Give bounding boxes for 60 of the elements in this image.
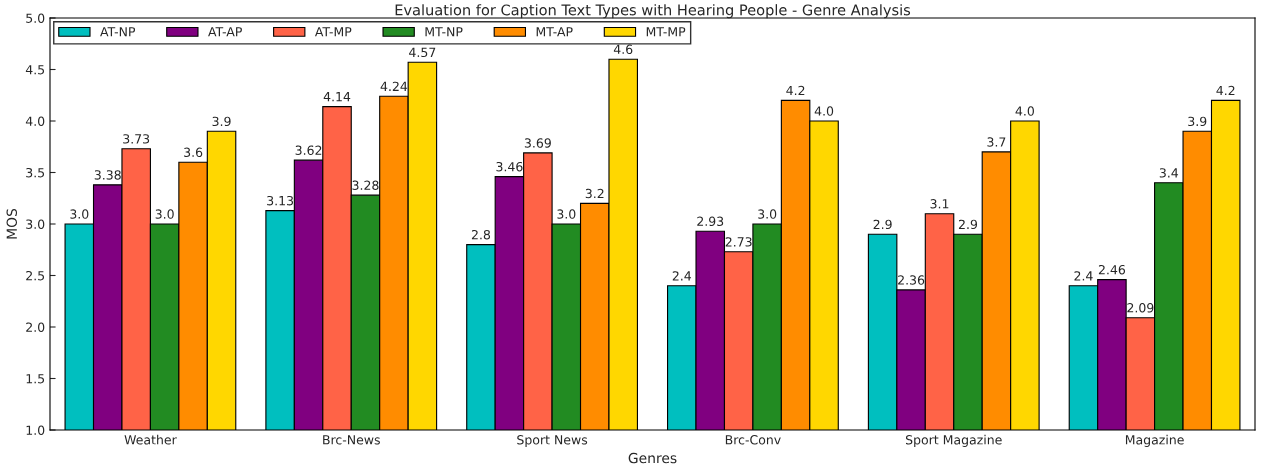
data-label: 2.8 bbox=[471, 229, 491, 240]
data-label: 2.73 bbox=[725, 237, 752, 247]
y-tick-label: 3.0 bbox=[26, 219, 45, 229]
legend-label: MT-NP bbox=[425, 27, 463, 37]
data-label: 3.1 bbox=[930, 199, 949, 209]
data-label: 4.6 bbox=[613, 44, 633, 54]
data-label: 3.9 bbox=[1188, 116, 1207, 127]
data-label: 3.0 bbox=[557, 209, 576, 219]
y-tick-label: 4.5 bbox=[25, 65, 45, 75]
data-label: 2.93 bbox=[697, 216, 724, 227]
data-label: 2.4 bbox=[1074, 271, 1093, 281]
x-tick-label: Magazine bbox=[1125, 434, 1184, 447]
data-label: 4.0 bbox=[814, 106, 834, 116]
y-tick-label: 2.5 bbox=[26, 270, 45, 281]
y-tick-label: 2.0 bbox=[26, 322, 45, 332]
data-label: 3.38 bbox=[94, 170, 121, 180]
data-label: 3.0 bbox=[758, 209, 777, 219]
y-tick-label: 4.0 bbox=[25, 116, 45, 126]
data-label: 3.69 bbox=[524, 138, 551, 148]
x-tick-label: Weather bbox=[124, 434, 177, 445]
data-label: 3.28 bbox=[352, 180, 379, 190]
x-tick-label: Sport Magazine bbox=[905, 434, 1002, 447]
chart-title: Evaluation for Caption Text Types with Hearing People - Genre Analysis bbox=[395, 4, 911, 19]
data-label: 4.24 bbox=[380, 81, 408, 91]
data-label: 3.6 bbox=[184, 147, 203, 157]
data-label: 3.62 bbox=[295, 145, 322, 155]
legend-label: MT-AP bbox=[536, 27, 573, 37]
data-label: 3.73 bbox=[123, 134, 150, 144]
data-label: 3.9 bbox=[212, 116, 231, 127]
x-tick-label: Brc-Conv bbox=[725, 435, 781, 445]
y-tick-label: 5.0 bbox=[26, 13, 45, 23]
legend-label: AT-MP bbox=[314, 27, 352, 37]
data-label: 4.14 bbox=[323, 92, 351, 102]
data-label: 2.9 bbox=[873, 219, 892, 230]
x-tick-label: Sport News bbox=[517, 435, 588, 447]
data-label: 3.46 bbox=[496, 161, 523, 172]
data-label: 2.4 bbox=[672, 271, 692, 281]
data-label: 4.2 bbox=[1216, 85, 1235, 96]
y-tick-label: 1.0 bbox=[26, 425, 45, 435]
data-label: 4.0 bbox=[1015, 106, 1034, 116]
data-label: 3.7 bbox=[987, 137, 1006, 147]
y-tick-label: 1.5 bbox=[26, 374, 45, 384]
data-label: 4.2 bbox=[786, 85, 805, 96]
legend-label: AT-NP bbox=[100, 27, 136, 37]
legend-label: MT-MP bbox=[646, 27, 686, 37]
data-label: 3.4 bbox=[1159, 168, 1179, 178]
data-label: 4.57 bbox=[409, 47, 436, 58]
data-label: 2.36 bbox=[898, 275, 925, 285]
x-tick-label: Brc-News bbox=[323, 435, 380, 445]
x-axis-title: Genres bbox=[628, 452, 677, 464]
data-label: 2.09 bbox=[1127, 303, 1154, 313]
data-label: 3.13 bbox=[267, 195, 294, 206]
y-axis-title: MOS bbox=[6, 208, 18, 239]
data-label: 2.9 bbox=[958, 219, 978, 230]
data-label: 2.46 bbox=[1098, 264, 1126, 275]
data-label: 3.0 bbox=[155, 209, 174, 219]
data-label: 3.0 bbox=[70, 209, 89, 219]
legend-label: AT-AP bbox=[208, 27, 242, 37]
data-label: 3.2 bbox=[585, 188, 604, 199]
y-tick-label: 3.5 bbox=[26, 167, 45, 178]
